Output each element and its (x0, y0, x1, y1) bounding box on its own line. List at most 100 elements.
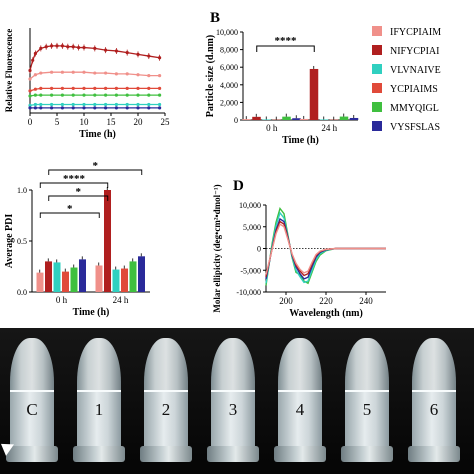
data-point (114, 102, 118, 107)
bar (319, 119, 329, 120)
x-tick-label: 220 (319, 296, 333, 306)
data-point (39, 86, 43, 90)
x-tick-label: 0 (28, 117, 33, 127)
sample-tube: 6 (408, 338, 460, 462)
data-point (60, 70, 64, 74)
sample-tube: 3 (207, 338, 259, 462)
sample-tube: 2 (140, 338, 192, 462)
data-point (71, 70, 75, 74)
tube-label: 3 (228, 400, 238, 419)
panel-d-label: D (233, 178, 244, 194)
x-tick-label: 20 (134, 117, 144, 127)
data-point (114, 72, 118, 76)
y-axis-title: Average PDI (4, 214, 15, 269)
bar (262, 119, 271, 120)
series-line (265, 223, 386, 275)
sample-tube: 5 (341, 338, 393, 462)
x-category-label: 0 h (266, 123, 278, 133)
data-point (50, 102, 54, 107)
legend-label: MMYQIGL (390, 103, 439, 114)
y-axis-title: Molar ellipicity (deg•cm²•dmol⁻¹) (212, 184, 222, 312)
tube-liquid (77, 390, 121, 448)
data-point (136, 86, 140, 90)
x-axis-title: Wavelength (nm) (289, 308, 363, 319)
bar (112, 269, 120, 292)
tube-base (341, 446, 393, 462)
y-tick-label: 10,000 (239, 201, 261, 210)
data-point (136, 102, 140, 107)
y-tick-label: 0 (257, 245, 261, 254)
series-line (29, 94, 160, 97)
bar (138, 256, 145, 292)
bar (309, 68, 319, 120)
x-axis-title: Time (h) (73, 307, 110, 318)
data-point (28, 103, 32, 107)
data-point (50, 106, 54, 110)
bar (299, 118, 309, 120)
tube-liquid (412, 390, 456, 448)
series-line (29, 103, 160, 106)
series-line (29, 71, 160, 80)
bar (242, 119, 251, 120)
y-axis-title: Particle size (d.nm) (205, 35, 216, 117)
data-point (136, 93, 140, 97)
data-point (82, 106, 86, 110)
data-point (93, 71, 97, 75)
x-tick-label: 5 (55, 117, 60, 127)
x-tick-label: 25 (161, 117, 171, 127)
legend-swatch (372, 45, 382, 55)
bar (252, 116, 261, 120)
tube-label: 4 (295, 400, 305, 419)
data-point (104, 102, 108, 107)
bar (129, 261, 137, 292)
data-point (158, 86, 162, 90)
tube-base (207, 446, 259, 462)
y-tick-label: -10,000 (236, 288, 261, 297)
y-tick-label: 10,000 (216, 28, 238, 37)
data-point (28, 77, 32, 81)
data-point (158, 74, 162, 78)
data-point (125, 72, 129, 76)
significance-label: **** (275, 35, 298, 47)
significance-bracket (39, 212, 100, 218)
data-point (50, 70, 54, 74)
tube-base (73, 446, 125, 462)
data-point (114, 93, 118, 97)
significance-bracket (48, 169, 143, 175)
data-point (33, 102, 38, 107)
data-point (114, 86, 118, 90)
data-point (60, 102, 64, 107)
data-point (147, 86, 151, 90)
significance-label: * (67, 203, 73, 215)
bar (45, 261, 52, 292)
data-point (93, 93, 97, 97)
bar (70, 267, 78, 292)
x-tick-label: 10 (80, 117, 90, 127)
bar (349, 117, 359, 120)
data-point (136, 106, 140, 110)
x-category-label: 24 h (113, 295, 129, 305)
sample-tube: C (6, 338, 58, 462)
y-tick-label: 4,000 (220, 81, 238, 90)
data-point (114, 106, 118, 110)
data-point (104, 86, 108, 90)
y-axis-title: Relative Fluorescence (4, 29, 14, 113)
data-point (60, 106, 64, 110)
data-point (82, 93, 86, 97)
data-point (28, 94, 32, 98)
tube-label: 6 (429, 400, 439, 419)
x-tick-label: 200 (279, 296, 293, 306)
data-point (82, 70, 86, 74)
tube-liquid (10, 390, 54, 448)
data-point (147, 106, 151, 110)
legend-swatch (372, 64, 382, 74)
data-point (33, 106, 38, 110)
panel-b-label: B (210, 10, 220, 26)
data-point (147, 102, 151, 107)
tube-base (6, 446, 58, 462)
data-point (50, 93, 54, 97)
data-point (71, 106, 75, 110)
